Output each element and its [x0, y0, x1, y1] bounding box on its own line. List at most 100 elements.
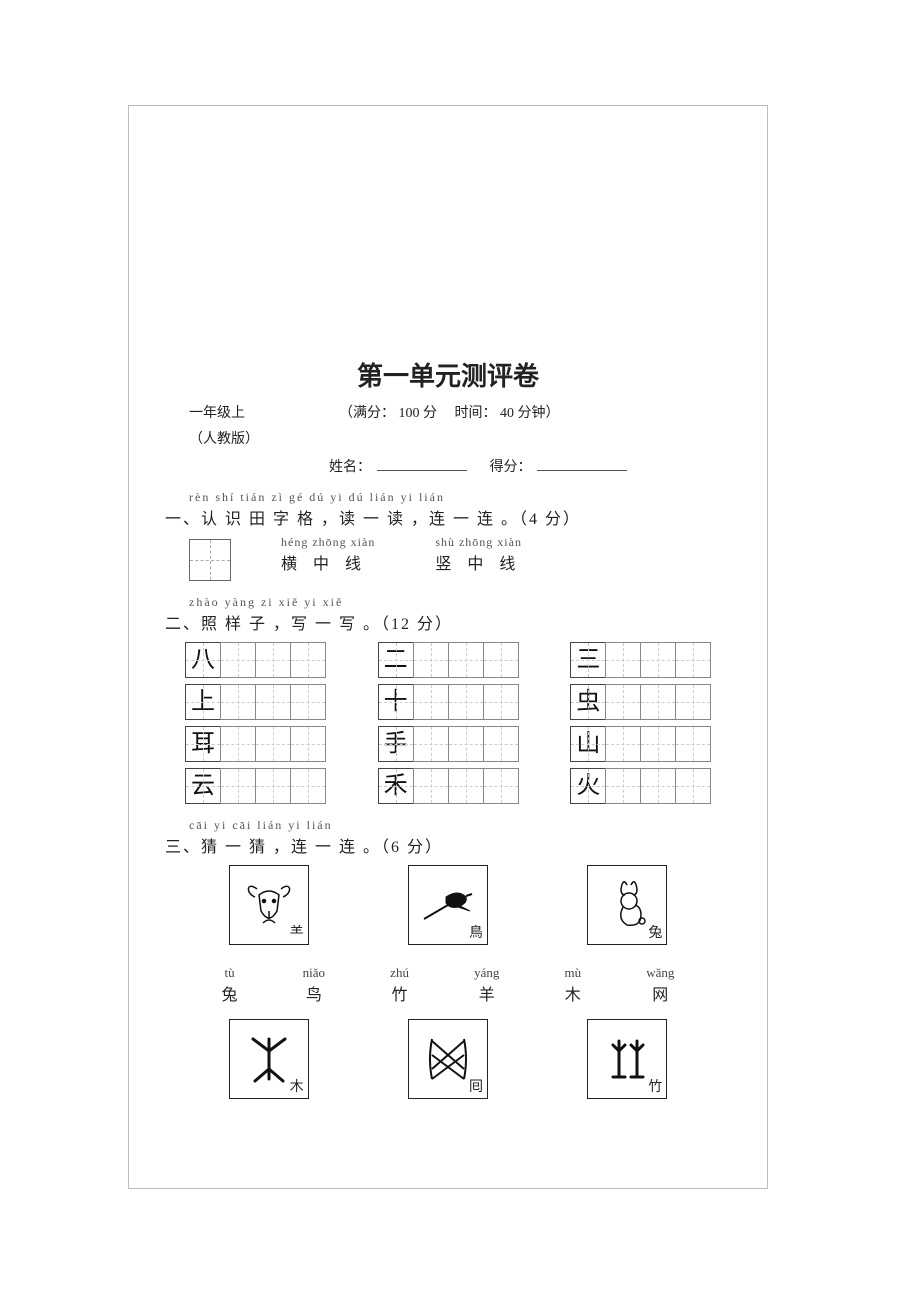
- tian-blank-cell[interactable]: [255, 684, 291, 720]
- tian-blank-cell[interactable]: [483, 768, 519, 804]
- q1-item-heng-pinyin: héng zhōng xiàn: [281, 535, 375, 550]
- q1-item-heng-hanzi: 横 中 线: [281, 550, 375, 574]
- tian-blank-cell[interactable]: [675, 726, 711, 762]
- tian-blank-cell[interactable]: [605, 768, 641, 804]
- tian-blank-cell[interactable]: [483, 642, 519, 678]
- full-score-value: 100 分: [399, 406, 438, 421]
- name-label: 姓名：: [329, 460, 371, 475]
- picture-goat: ⺷: [229, 865, 309, 945]
- tian-blank-cell[interactable]: [640, 642, 676, 678]
- q3-word-hanzi: 网: [646, 981, 674, 1005]
- tian-blank-cell[interactable]: [675, 642, 711, 678]
- tian-blank-cell[interactable]: [290, 642, 326, 678]
- q3-word: tù兔: [222, 965, 238, 1005]
- picture-bird: 鳥: [408, 865, 488, 945]
- meta-line: （满分： 100 分 时间： 40 分钟）: [299, 403, 737, 425]
- tian-row: 二: [378, 642, 545, 678]
- section-1: rèn shí tián zì gé dú yi dú lián yi lián…: [159, 490, 737, 581]
- tian-row: 八: [185, 642, 352, 678]
- tian-blank-cell[interactable]: [448, 684, 484, 720]
- tian-blank-cell[interactable]: [675, 768, 711, 804]
- tian-blank-cell[interactable]: [448, 768, 484, 804]
- section-3: cāi yi cāi lián yi lián 三、猜 一 猜 ，连 一 连 。…: [159, 818, 737, 1099]
- q3-bottom-row: 木 囘: [159, 1011, 737, 1099]
- q1-labels: héng zhōng xiàn 横 中 线 shù zhōng xiàn 竖 中…: [261, 535, 737, 574]
- tian-blank-cell[interactable]: [413, 642, 449, 678]
- tian-row: 禾: [378, 768, 545, 804]
- q3-word: niǎo鸟: [303, 965, 325, 1005]
- edition-label: （人教版）: [159, 429, 299, 451]
- tian-blank-cell[interactable]: [483, 726, 519, 762]
- header-row-2: （人教版）: [159, 429, 737, 451]
- tianzige-demo-icon: [189, 539, 231, 581]
- time-label: 时间：: [455, 406, 497, 421]
- tian-blank-cell[interactable]: [640, 684, 676, 720]
- tian-blank-cell[interactable]: [413, 768, 449, 804]
- tian-blank-cell[interactable]: [605, 726, 641, 762]
- q3-word-pinyin: wǎng: [646, 965, 674, 981]
- tian-lead-char: 禾: [378, 768, 414, 804]
- mini-char-bamboo: 竹: [648, 1076, 662, 1096]
- tian-blank-cell[interactable]: [448, 642, 484, 678]
- tian-blank-cell[interactable]: [255, 726, 291, 762]
- mini-char-rabbit: 兔: [648, 922, 662, 942]
- q3-word-hanzi: 木: [564, 981, 581, 1005]
- q3-word-row: tù兔niǎo鸟zhú竹yáng羊mù木wǎng网: [159, 945, 737, 1011]
- tian-blank-cell[interactable]: [483, 684, 519, 720]
- score-blank[interactable]: [537, 457, 627, 471]
- tian-blank-cell[interactable]: [448, 726, 484, 762]
- q3-word: yáng羊: [474, 965, 499, 1005]
- q3-word-hanzi: 兔: [222, 981, 238, 1005]
- tian-blank-cell[interactable]: [675, 684, 711, 720]
- page-title: 第一单元测评卷: [159, 356, 737, 393]
- q3-word-hanzi: 羊: [474, 981, 499, 1005]
- tian-blank-cell[interactable]: [640, 726, 676, 762]
- tian-lead-char: 虫: [570, 684, 606, 720]
- tian-blank-cell[interactable]: [290, 726, 326, 762]
- q1-item-shu: shù zhōng xiàn 竖 中 线: [435, 535, 522, 574]
- full-score-label: （满分：: [339, 406, 395, 421]
- q1-pinyin: rèn shí tián zì gé dú yi dú lián yi lián: [159, 490, 737, 505]
- q3-word-hanzi: 鸟: [303, 981, 325, 1005]
- tian-row: 虫: [570, 684, 737, 720]
- tian-row: 三: [570, 642, 737, 678]
- picture-rabbit: 兔: [587, 865, 667, 945]
- mini-char-bird: 鳥: [469, 922, 483, 942]
- tian-row: 火: [570, 768, 737, 804]
- q3-word: mù木: [564, 965, 581, 1005]
- tian-blank-cell[interactable]: [413, 684, 449, 720]
- tian-lead-char: 八: [185, 642, 221, 678]
- tian-row: 山: [570, 726, 737, 762]
- worksheet-page: 第一单元测评卷 一年级上 （满分： 100 分 时间： 40 分钟） （人教版）…: [128, 105, 768, 1189]
- tian-blank-cell[interactable]: [640, 768, 676, 804]
- tian-blank-cell[interactable]: [220, 726, 256, 762]
- tian-blank-cell[interactable]: [605, 642, 641, 678]
- tian-row: 耳: [185, 726, 352, 762]
- tian-lead-char: 云: [185, 768, 221, 804]
- q2-grid: 八二三上十虫耳手山云禾火: [159, 642, 737, 804]
- q3-word-pinyin: zhú: [390, 965, 409, 981]
- tian-blank-cell[interactable]: [290, 768, 326, 804]
- q2-heading: 二、照 样 子 ，写 一 写 。（12 分）: [159, 610, 737, 634]
- section-2: zhào yàng zi xiě yi xiě 二、照 样 子 ，写 一 写 。…: [159, 595, 737, 804]
- tian-blank-cell[interactable]: [255, 768, 291, 804]
- q2-pinyin: zhào yàng zi xiě yi xiě: [159, 595, 737, 610]
- name-score-row: 姓名： 得分：: [159, 456, 737, 476]
- mini-char-net: 囘: [469, 1076, 483, 1096]
- score-label: 得分：: [490, 460, 532, 475]
- tian-blank-cell[interactable]: [290, 684, 326, 720]
- tian-blank-cell[interactable]: [605, 684, 641, 720]
- tian-blank-cell[interactable]: [220, 642, 256, 678]
- q3-pinyin: cāi yi cāi lián yi lián: [159, 818, 737, 833]
- picture-net-oracle: 囘: [408, 1019, 488, 1099]
- q1-item-shu-pinyin: shù zhōng xiàn: [435, 535, 522, 550]
- tian-blank-cell[interactable]: [220, 684, 256, 720]
- q3-word-pinyin: tù: [222, 965, 238, 981]
- tian-blank-cell[interactable]: [413, 726, 449, 762]
- tian-blank-cell[interactable]: [255, 642, 291, 678]
- picture-tree-oracle: 木: [229, 1019, 309, 1099]
- name-blank[interactable]: [377, 457, 467, 471]
- mini-char-tree: 木: [290, 1076, 304, 1096]
- tian-row: 手: [378, 726, 545, 762]
- tian-blank-cell[interactable]: [220, 768, 256, 804]
